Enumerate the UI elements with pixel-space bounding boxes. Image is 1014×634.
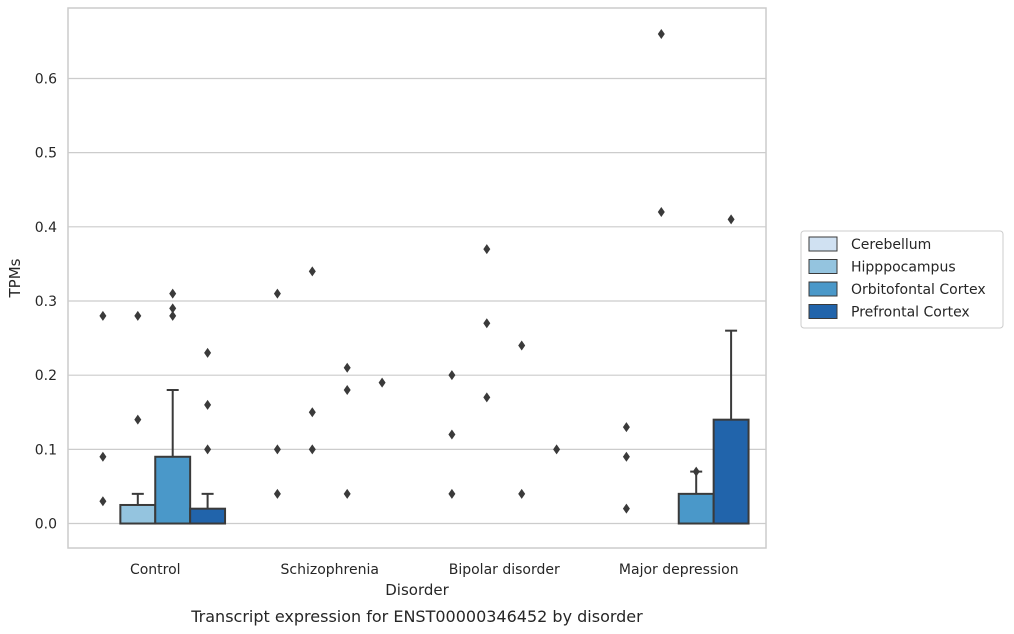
outlier-point bbox=[273, 444, 281, 455]
outlier-point bbox=[308, 266, 316, 277]
outlier-point bbox=[657, 206, 665, 217]
x-tick-label: Schizophrenia bbox=[281, 562, 379, 578]
outlier-point bbox=[483, 318, 491, 329]
x-tick-labels: Control Schizophrenia Bipolar disorder Majo… bbox=[130, 562, 739, 578]
y-tick-label: 0.1 bbox=[35, 442, 57, 458]
legend-label: Prefrontal Cortex bbox=[851, 305, 970, 321]
outlier-point bbox=[134, 310, 142, 321]
outlier-point bbox=[99, 451, 107, 462]
bar bbox=[712, 418, 750, 525]
bar bbox=[189, 507, 227, 525]
outlier-point bbox=[622, 422, 630, 433]
legend-label: Hipppocampus bbox=[851, 260, 956, 276]
outlier-point bbox=[657, 28, 665, 39]
outlier-point bbox=[169, 288, 177, 299]
y-tick-label: 0.3 bbox=[35, 294, 57, 310]
outlier-point bbox=[622, 451, 630, 462]
outlier-point bbox=[134, 414, 142, 425]
outlier-point bbox=[448, 370, 456, 381]
legend: Cerebellum Hipppocampus Orbitofontal Corte… bbox=[800, 230, 1004, 329]
bar bbox=[154, 455, 192, 525]
outlier-point bbox=[308, 444, 316, 455]
outlier-point bbox=[273, 488, 281, 499]
plot-area-frame bbox=[67, 7, 767, 549]
outlier-point bbox=[343, 362, 351, 373]
legend-frame bbox=[800, 230, 1004, 329]
bars bbox=[119, 418, 750, 525]
y-tick-label: 0.2 bbox=[35, 368, 57, 384]
bar bbox=[677, 492, 715, 525]
legend-swatch bbox=[808, 304, 838, 319]
outlier-point bbox=[99, 310, 107, 321]
outlier-point bbox=[483, 244, 491, 255]
outlier-point bbox=[727, 214, 735, 225]
x-tick-label: Bipolar disorder bbox=[449, 562, 560, 578]
x-tick-label: Major depression bbox=[619, 562, 739, 578]
y-axis-label: TPMs bbox=[6, 258, 24, 298]
grid-lines bbox=[68, 77, 766, 525]
outlier-point bbox=[169, 310, 177, 321]
bar bbox=[119, 503, 157, 525]
legend-label: Cerebellum bbox=[851, 237, 931, 253]
outlier-point bbox=[518, 488, 526, 499]
outlier-point bbox=[273, 288, 281, 299]
outlier-point bbox=[308, 407, 316, 418]
outlier-point bbox=[622, 503, 630, 514]
legend-swatch bbox=[808, 259, 838, 274]
error-bars bbox=[131, 329, 738, 509]
y-tick-label: 0.6 bbox=[35, 71, 57, 87]
outlier-point bbox=[204, 347, 212, 358]
outlier-points bbox=[99, 28, 735, 514]
outlier-point bbox=[343, 385, 351, 396]
outlier-point bbox=[553, 444, 561, 455]
legend-swatch bbox=[808, 281, 838, 297]
y-tick-labels: 0.0 0.1 0.2 0.3 0.4 0.5 0.6 bbox=[35, 71, 57, 532]
outlier-point bbox=[448, 488, 456, 499]
legend-label: Orbitofontal Cortex bbox=[851, 282, 986, 298]
chart-caption: Transcript expression for ENST0000034645… bbox=[190, 607, 643, 626]
y-tick-label: 0.0 bbox=[35, 517, 57, 533]
outlier-point bbox=[448, 429, 456, 440]
outlier-point bbox=[99, 496, 107, 507]
y-tick-label: 0.4 bbox=[35, 220, 57, 236]
outlier-point bbox=[378, 377, 386, 388]
y-tick-label: 0.5 bbox=[35, 146, 57, 162]
x-tick-label: Control bbox=[130, 562, 181, 578]
outlier-point bbox=[518, 340, 526, 351]
legend-swatch bbox=[808, 236, 838, 252]
x-axis-label: Disorder bbox=[385, 581, 449, 599]
outlier-point bbox=[204, 399, 212, 410]
outlier-point bbox=[692, 466, 700, 477]
outlier-point bbox=[343, 488, 351, 499]
outlier-point bbox=[169, 303, 177, 314]
outlier-point bbox=[483, 392, 491, 403]
outlier-point bbox=[204, 444, 212, 455]
